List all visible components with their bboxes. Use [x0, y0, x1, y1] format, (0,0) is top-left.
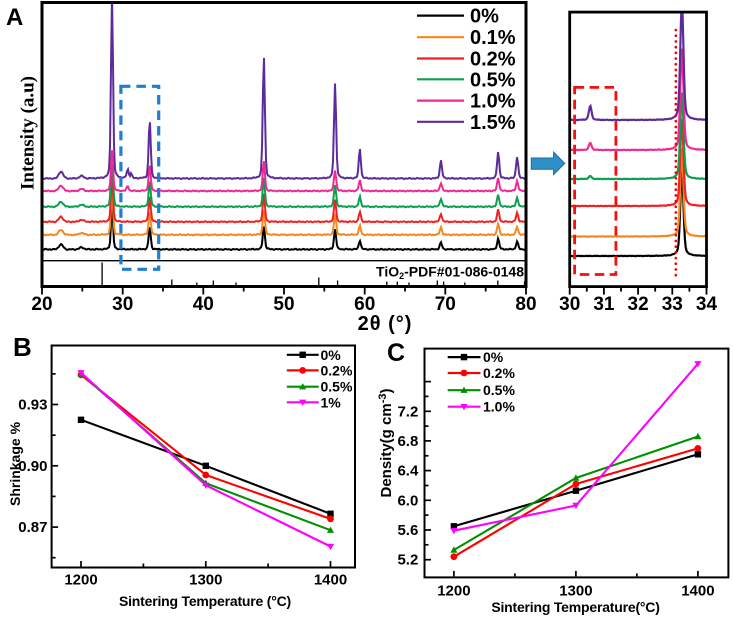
svg-text:0.5%: 0.5% — [483, 382, 515, 398]
svg-text:1.0%: 1.0% — [483, 399, 515, 415]
svg-text:C: C — [387, 339, 405, 367]
svg-text:33: 33 — [662, 294, 683, 315]
svg-text:6.4: 6.4 — [397, 463, 419, 480]
svg-text:80: 80 — [515, 294, 536, 315]
svg-text:1400: 1400 — [681, 582, 714, 599]
svg-text:0.93: 0.93 — [18, 397, 47, 414]
svg-text:0.90: 0.90 — [18, 458, 47, 475]
svg-text:B: B — [13, 332, 32, 362]
svg-text:1.0%: 1.0% — [470, 91, 516, 113]
svg-text:70: 70 — [435, 294, 456, 315]
svg-text:1%: 1% — [321, 394, 342, 410]
svg-text:Sintering Temperature(°C): Sintering Temperature(°C) — [491, 599, 659, 615]
svg-text:40: 40 — [193, 294, 214, 315]
svg-text:0.2%: 0.2% — [483, 365, 515, 381]
svg-text:60: 60 — [354, 294, 375, 315]
svg-text:30: 30 — [112, 294, 133, 315]
svg-text:2θ (°): 2θ (°) — [358, 313, 413, 335]
svg-text:A: A — [6, 4, 23, 31]
svg-text:6.8: 6.8 — [397, 433, 418, 450]
svg-text:1300: 1300 — [189, 572, 222, 589]
svg-text:20: 20 — [31, 294, 52, 315]
svg-text:5.6: 5.6 — [397, 522, 418, 539]
svg-text:0.5%: 0.5% — [470, 69, 516, 91]
svg-text:0%: 0% — [483, 349, 504, 365]
svg-text:Intensity (a.u): Intensity (a.u) — [18, 76, 39, 190]
svg-text:30: 30 — [559, 294, 580, 315]
svg-text:31: 31 — [593, 294, 615, 315]
svg-text:0%: 0% — [470, 6, 499, 28]
svg-text:34: 34 — [696, 294, 718, 315]
svg-text:1300: 1300 — [559, 582, 592, 599]
svg-text:5.2: 5.2 — [397, 552, 418, 569]
svg-text:1200: 1200 — [437, 582, 470, 599]
svg-text:0.2%: 0.2% — [321, 362, 353, 378]
svg-text:Shrinkage %: Shrinkage % — [7, 421, 23, 506]
svg-text:0.2%: 0.2% — [470, 49, 516, 71]
svg-text:7.2: 7.2 — [397, 403, 418, 420]
svg-text:0.5%: 0.5% — [321, 379, 353, 395]
svg-text:Density(g cm-3): Density(g cm-3) — [377, 389, 395, 498]
svg-text:50: 50 — [273, 294, 294, 315]
svg-text:Sintering Temperature (°C): Sintering Temperature (°C) — [119, 593, 291, 609]
svg-text:1400: 1400 — [314, 572, 347, 589]
svg-text:1.5%: 1.5% — [470, 112, 516, 134]
svg-text:1200: 1200 — [64, 572, 97, 589]
svg-text:6.0: 6.0 — [397, 492, 418, 509]
svg-text:TiO2-PDF#01-086-0148: TiO2-PDF#01-086-0148 — [376, 264, 524, 282]
svg-text:0.1%: 0.1% — [470, 27, 516, 49]
svg-text:0.87: 0.87 — [18, 519, 47, 536]
svg-text:32: 32 — [628, 294, 649, 315]
svg-text:0%: 0% — [321, 347, 342, 363]
